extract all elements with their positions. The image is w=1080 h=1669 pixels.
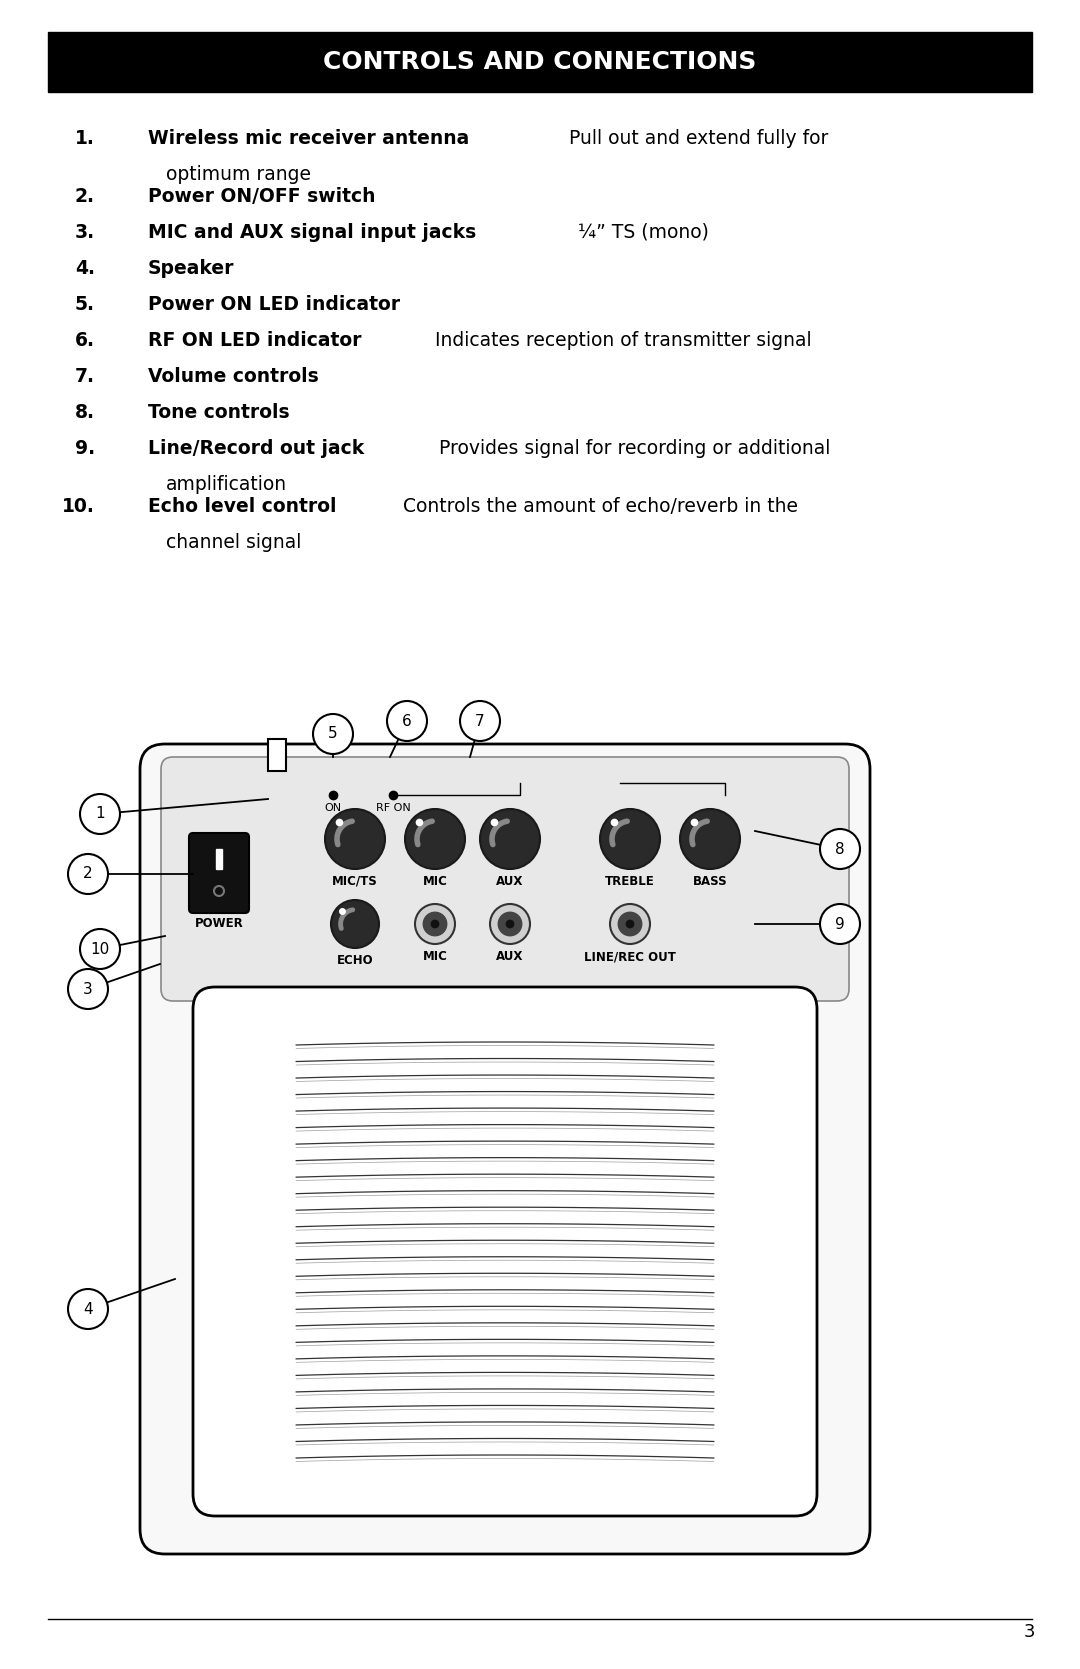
Text: 8: 8 bbox=[835, 841, 845, 856]
Text: BASS: BASS bbox=[692, 875, 727, 888]
Text: 10: 10 bbox=[91, 941, 110, 956]
Text: 6.: 6. bbox=[75, 330, 95, 350]
Text: optimum range: optimum range bbox=[166, 165, 311, 184]
Text: 9: 9 bbox=[835, 916, 845, 931]
Circle shape bbox=[505, 920, 514, 928]
Text: amplification: amplification bbox=[166, 476, 287, 494]
FancyBboxPatch shape bbox=[189, 833, 249, 913]
Text: Wireless mic receiver antenna: Wireless mic receiver antenna bbox=[148, 129, 469, 149]
Circle shape bbox=[610, 905, 650, 945]
Text: AUX: AUX bbox=[497, 950, 524, 963]
Circle shape bbox=[80, 930, 120, 970]
Text: 7: 7 bbox=[475, 714, 485, 728]
Bar bbox=[216, 850, 222, 870]
Text: 2.: 2. bbox=[75, 187, 95, 205]
Text: Provides signal for recording or additional: Provides signal for recording or additio… bbox=[427, 439, 831, 457]
Circle shape bbox=[625, 920, 634, 928]
Text: POWER: POWER bbox=[194, 916, 243, 930]
Text: Line/Record out jack: Line/Record out jack bbox=[148, 439, 364, 457]
Circle shape bbox=[460, 701, 500, 741]
Text: Indicates reception of transmitter signal: Indicates reception of transmitter signa… bbox=[423, 330, 812, 350]
Circle shape bbox=[480, 809, 540, 870]
Circle shape bbox=[405, 809, 465, 870]
Text: AUX: AUX bbox=[497, 875, 524, 888]
Text: 5.: 5. bbox=[75, 295, 95, 314]
Text: 4.: 4. bbox=[75, 259, 95, 279]
Text: 5: 5 bbox=[328, 726, 338, 741]
Circle shape bbox=[498, 913, 522, 936]
Text: LINE/REC OUT: LINE/REC OUT bbox=[584, 950, 676, 963]
Text: 2: 2 bbox=[83, 866, 93, 881]
Text: 1: 1 bbox=[95, 806, 105, 821]
Circle shape bbox=[214, 886, 224, 896]
Text: channel signal: channel signal bbox=[166, 532, 301, 552]
Circle shape bbox=[415, 905, 455, 945]
Text: Pull out and extend fully for: Pull out and extend fully for bbox=[563, 129, 828, 149]
Text: Speaker: Speaker bbox=[148, 259, 234, 279]
Text: 6: 6 bbox=[402, 714, 411, 728]
Circle shape bbox=[330, 900, 379, 948]
Text: 10.: 10. bbox=[63, 497, 95, 516]
Text: ¼” TS (mono): ¼” TS (mono) bbox=[571, 224, 708, 242]
Text: ON: ON bbox=[324, 803, 341, 813]
Text: 3.: 3. bbox=[75, 224, 95, 242]
Text: MIC/TS: MIC/TS bbox=[333, 875, 378, 888]
Circle shape bbox=[313, 714, 353, 754]
Text: 3: 3 bbox=[1024, 1622, 1035, 1641]
Bar bbox=[268, 739, 286, 771]
Circle shape bbox=[68, 970, 108, 1010]
Text: CONTROLS AND CONNECTIONS: CONTROLS AND CONNECTIONS bbox=[323, 50, 757, 73]
Circle shape bbox=[490, 905, 530, 945]
Text: RF ON: RF ON bbox=[376, 803, 410, 813]
Circle shape bbox=[423, 913, 447, 936]
Text: TREBLE: TREBLE bbox=[605, 875, 654, 888]
Text: Power ON/OFF switch: Power ON/OFF switch bbox=[148, 187, 376, 205]
Text: MIC and AUX signal input jacks: MIC and AUX signal input jacks bbox=[148, 224, 476, 242]
Circle shape bbox=[68, 1288, 108, 1329]
Circle shape bbox=[820, 905, 860, 945]
FancyBboxPatch shape bbox=[193, 986, 816, 1515]
Text: 4: 4 bbox=[83, 1302, 93, 1317]
Circle shape bbox=[68, 855, 108, 895]
Text: MIC: MIC bbox=[422, 950, 447, 963]
Circle shape bbox=[325, 809, 384, 870]
Text: RF ON LED indicator: RF ON LED indicator bbox=[148, 330, 362, 350]
FancyBboxPatch shape bbox=[140, 744, 870, 1554]
Text: 7.: 7. bbox=[75, 367, 95, 386]
Text: 3: 3 bbox=[83, 981, 93, 996]
Text: Tone controls: Tone controls bbox=[148, 402, 289, 422]
Text: MIC: MIC bbox=[422, 875, 447, 888]
Text: ECHO: ECHO bbox=[337, 955, 374, 966]
Circle shape bbox=[820, 829, 860, 870]
Text: 8.: 8. bbox=[75, 402, 95, 422]
FancyBboxPatch shape bbox=[161, 758, 849, 1001]
Text: Echo level control: Echo level control bbox=[148, 497, 337, 516]
Text: Controls the amount of echo/reverb in the: Controls the amount of echo/reverb in th… bbox=[391, 497, 798, 516]
Circle shape bbox=[619, 913, 642, 936]
Text: 1.: 1. bbox=[76, 129, 95, 149]
Text: 9.: 9. bbox=[75, 439, 95, 457]
Circle shape bbox=[680, 809, 740, 870]
Text: Volume controls: Volume controls bbox=[148, 367, 319, 386]
Circle shape bbox=[387, 701, 427, 741]
Circle shape bbox=[431, 920, 440, 928]
Text: Power ON LED indicator: Power ON LED indicator bbox=[148, 295, 400, 314]
Circle shape bbox=[80, 794, 120, 834]
Bar bbox=[48, 32, 1032, 92]
Circle shape bbox=[600, 809, 660, 870]
